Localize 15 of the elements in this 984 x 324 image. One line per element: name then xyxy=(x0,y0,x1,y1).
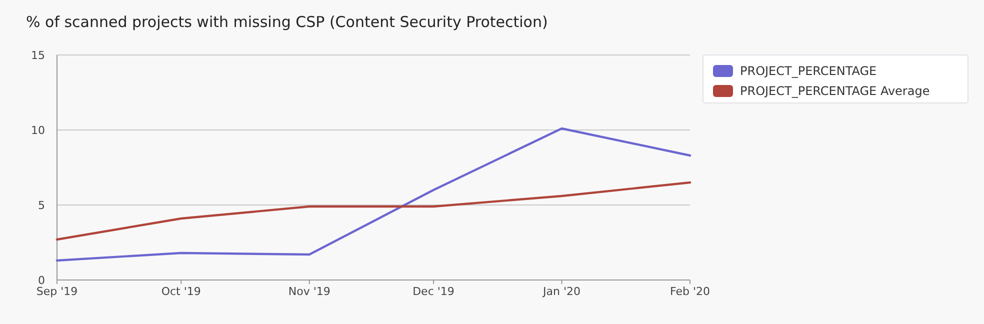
x-tick-label: Sep '19 xyxy=(36,285,78,298)
x-tick-label: Nov '19 xyxy=(288,285,330,298)
legend-label: PROJECT_PERCENTAGE xyxy=(740,64,877,78)
x-tick-label: Oct '19 xyxy=(161,285,201,298)
chart-title: % of scanned projects with missing CSP (Content Security Protection) xyxy=(26,13,548,31)
y-tick-label: 5 xyxy=(38,199,45,212)
x-tick-label: Feb '20 xyxy=(670,285,710,298)
legend-label: PROJECT_PERCENTAGE Average xyxy=(740,84,930,98)
y-tick-label: 10 xyxy=(31,124,45,137)
y-tick-label: 15 xyxy=(31,49,45,62)
x-tick-label: Dec '19 xyxy=(412,285,454,298)
line-series xyxy=(56,127,692,262)
y-tick-label: 0 xyxy=(38,274,45,287)
x-tick-label: Jan '20 xyxy=(542,285,580,298)
line-series xyxy=(56,181,692,241)
